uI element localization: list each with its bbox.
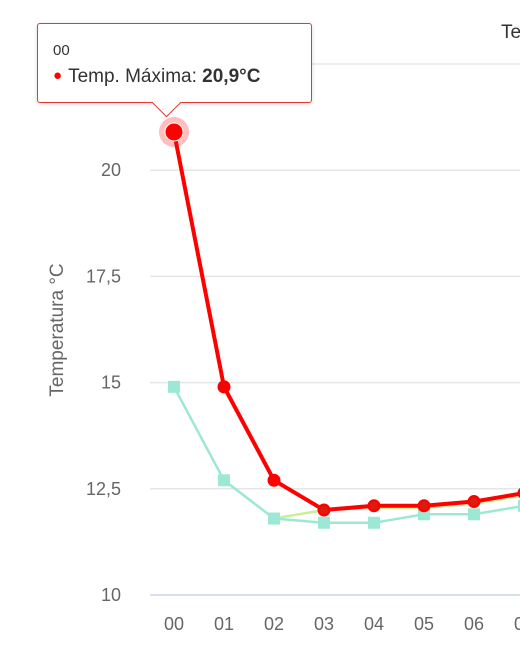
series-point	[468, 508, 480, 521]
series-line	[172, 129, 520, 513]
overlap-point	[470, 497, 478, 506]
tooltip-separator: :	[191, 66, 203, 87]
series-dot-icon: ●	[53, 67, 63, 84]
tooltip-row: ● Temp. Máxima: 20,9°C	[53, 64, 311, 89]
x-tick-label: 04	[364, 614, 384, 634]
x-tick-label: 02	[264, 614, 284, 634]
x-axis-ticks: 00 01 02 03 04 05 06 07	[164, 614, 520, 634]
series-point	[317, 503, 331, 517]
series-point	[368, 516, 380, 529]
series-point	[267, 473, 281, 487]
tooltip-header: 00	[53, 42, 70, 59]
series-point	[418, 508, 430, 521]
tooltip: 00 ● Temp. Máxima: 20,9°C	[37, 23, 312, 118]
series-point	[217, 380, 231, 394]
series-line	[172, 385, 520, 525]
x-tick-label: 03	[314, 614, 334, 634]
x-tick-label: 06	[464, 614, 484, 634]
y-tick-label: 17,5	[86, 266, 121, 286]
x-tick-label: 07	[514, 614, 520, 634]
y-tick-label: 10	[101, 585, 121, 605]
chart-header-fragment: Te	[501, 22, 520, 43]
y-tick-label: 20	[101, 160, 121, 180]
y-tick-label: 15	[101, 373, 121, 393]
series-point	[218, 474, 230, 487]
y-axis-title: Temperatura °C	[47, 263, 68, 396]
series-point	[367, 499, 381, 513]
x-tick-label: 01	[214, 614, 234, 634]
series-group	[168, 380, 520, 529]
series-point	[164, 122, 184, 142]
series-group	[159, 116, 520, 517]
series-line	[272, 494, 520, 520]
series-point	[417, 499, 431, 513]
tooltip-value: 20,9°C	[202, 66, 261, 87]
series-layer	[159, 116, 520, 529]
series-point	[168, 380, 180, 393]
x-tick-label: 00	[164, 614, 184, 634]
series-point	[467, 495, 481, 509]
series-point	[268, 512, 280, 525]
overlap-point	[320, 506, 328, 515]
tooltip-series-name: Temp. Máxima	[68, 66, 192, 87]
series-point	[517, 487, 520, 499]
overlap-point	[370, 501, 378, 510]
y-tick-label: 12,5	[86, 479, 121, 499]
series-point	[318, 516, 330, 529]
x-tick-label: 05	[414, 614, 434, 634]
series-point	[518, 499, 520, 512]
series-group	[272, 494, 520, 520]
overlap-point	[420, 501, 428, 510]
